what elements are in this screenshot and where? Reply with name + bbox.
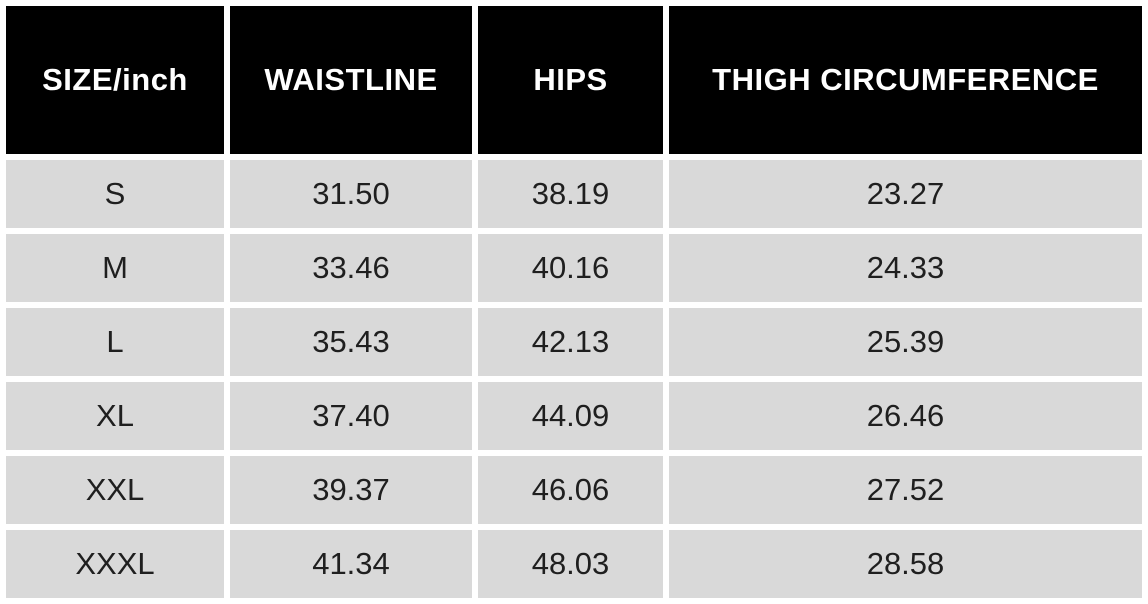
waistline-cell: 31.50 [230,160,472,228]
waistline-cell: 39.37 [230,456,472,524]
hips-cell: 46.06 [478,456,663,524]
thigh-cell: 28.58 [669,530,1142,598]
table-row-s: S 31.50 38.19 23.27 [6,160,1142,228]
size-cell: M [6,234,224,302]
size-cell: XL [6,382,224,450]
thigh-cell: 27.52 [669,456,1142,524]
header-cell-thigh-circumference: THIGH CIRCUMFERENCE [669,6,1142,154]
table-row-xl: XL 37.40 44.09 26.46 [6,382,1142,450]
size-cell: XXL [6,456,224,524]
waistline-cell: 41.34 [230,530,472,598]
table-row-xxl: XXL 39.37 46.06 27.52 [6,456,1142,524]
table-row-m: M 33.46 40.16 24.33 [6,234,1142,302]
waistline-cell: 33.46 [230,234,472,302]
hips-cell: 42.13 [478,308,663,376]
hips-cell: 40.16 [478,234,663,302]
table-row-xxxl: XXXL 41.34 48.03 28.58 [6,530,1142,598]
waistline-cell: 35.43 [230,308,472,376]
thigh-cell: 24.33 [669,234,1142,302]
size-cell: S [6,160,224,228]
hips-cell: 38.19 [478,160,663,228]
header-row: SIZE/inch WAISTLINE HIPS THIGH CIRCUMFER… [6,6,1142,154]
thigh-cell: 23.27 [669,160,1142,228]
size-cell: XXXL [6,530,224,598]
header-cell-size: SIZE/inch [6,6,224,154]
table-row-l: L 35.43 42.13 25.39 [6,308,1142,376]
header-cell-waistline: WAISTLINE [230,6,472,154]
hips-cell: 44.09 [478,382,663,450]
size-cell: L [6,308,224,376]
header-cell-hips: HIPS [478,6,663,154]
waistline-cell: 37.40 [230,382,472,450]
thigh-cell: 26.46 [669,382,1142,450]
hips-cell: 48.03 [478,530,663,598]
thigh-cell: 25.39 [669,308,1142,376]
